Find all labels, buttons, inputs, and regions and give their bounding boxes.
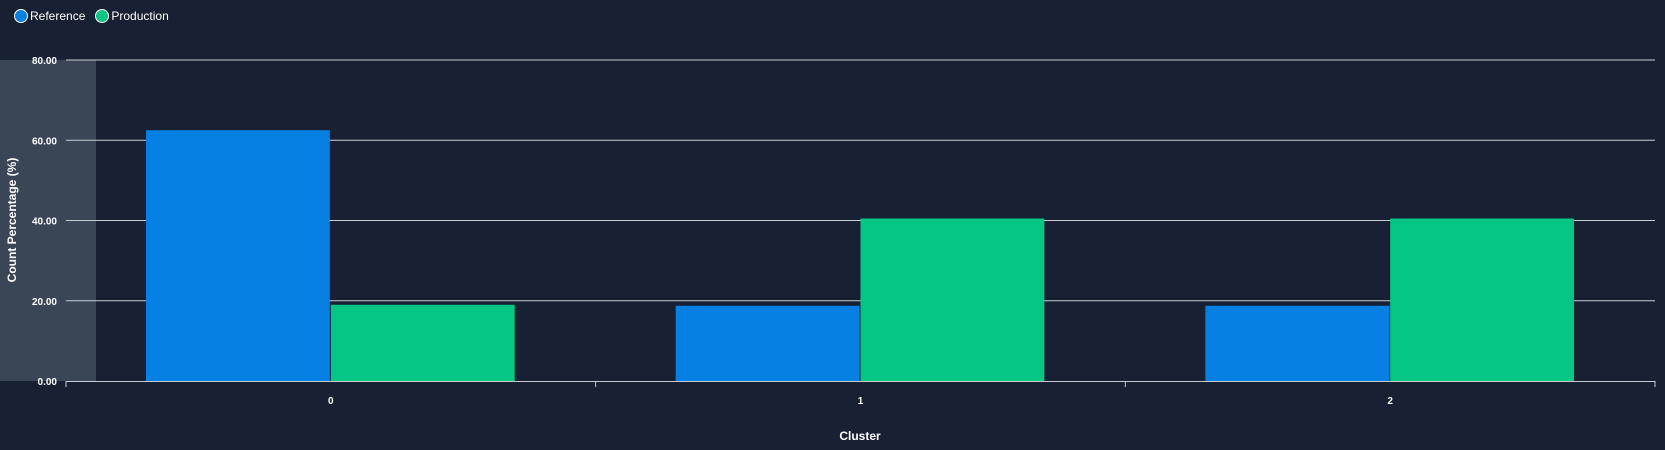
- legend-item-production[interactable]: Production: [95, 9, 169, 23]
- bar-production-0[interactable]: [330, 304, 515, 381]
- y-tick-label: 80.00: [32, 56, 57, 67]
- tick-labels: 0.00 20.00 40.00 60.00 80.00 0 1 2: [32, 56, 1393, 407]
- bars: [146, 130, 1574, 381]
- x-axis: [65, 381, 1656, 387]
- legend-item-reference[interactable]: Reference: [14, 9, 85, 23]
- x-tick-label: 0: [328, 396, 334, 407]
- bar-reference-0[interactable]: [146, 130, 330, 381]
- chart-legend: Reference Production: [14, 9, 169, 23]
- y-tick-label: 0.00: [38, 377, 58, 388]
- x-tick-label: 2: [1387, 396, 1393, 407]
- bar-reference-2[interactable]: [1205, 305, 1390, 381]
- y-tick-label: 20.00: [32, 297, 57, 308]
- legend-label-reference: Reference: [30, 9, 86, 23]
- bar-production-1[interactable]: [860, 218, 1045, 381]
- y-tick-label: 40.00: [32, 217, 57, 228]
- bar-reference-1[interactable]: [675, 305, 860, 381]
- y-tick-label: 60.00: [32, 136, 57, 147]
- legend-swatch-reference: [14, 9, 28, 23]
- y-axis-title: Count Percentage (%): [5, 158, 19, 283]
- x-axis-title: Cluster: [839, 429, 881, 443]
- x-tick-label: 1: [858, 396, 864, 407]
- bar-production-2[interactable]: [1390, 218, 1574, 381]
- legend-swatch-production: [95, 9, 110, 23]
- legend-label-production: Production: [111, 9, 169, 23]
